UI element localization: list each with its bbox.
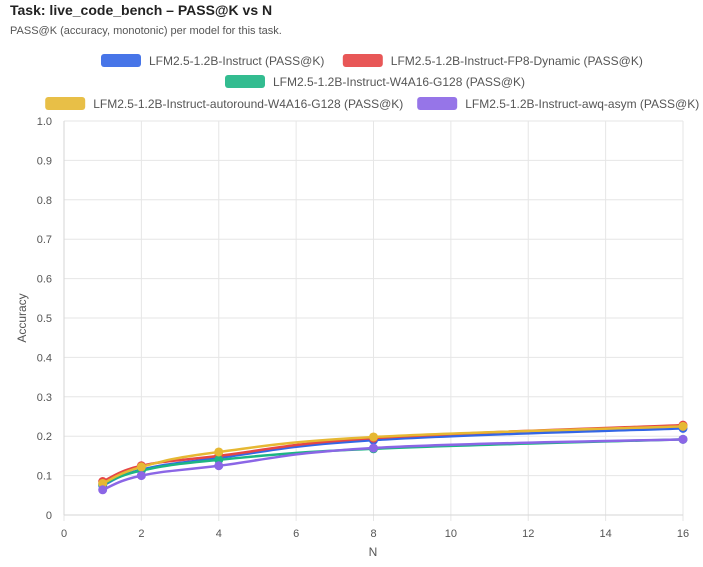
x-tick-label: 10 [445,528,457,540]
y-tick-label: 0.2 [37,431,52,443]
x-tick-label: 0 [61,528,67,540]
legend-label: LFM2.5-1.2B-Instruct-autoround-W4A16-G12… [93,97,403,111]
legend-label: LFM2.5-1.2B-Instruct (PASS@K) [149,54,324,68]
legend-label: LFM2.5-1.2B-Instruct-W4A16-G128 (PASS@K) [273,75,525,89]
x-tick-label: 4 [216,528,222,540]
series-line [102,425,684,485]
x-tick-label: 8 [370,528,376,540]
legend-label: LFM2.5-1.2B-Instruct-awq-asym (PASS@K) [465,97,699,111]
series-3 [98,421,688,488]
legend-item: LFM2.5-1.2B-Instruct (PASS@K) [101,54,324,68]
y-tick-label: 0.1 [37,471,52,483]
data-point [369,443,378,453]
y-tick-label: 0.3 [37,392,52,404]
chart-subtitle: PASS@K (accuracy, monotonic) per model f… [10,25,282,37]
y-axis-label: Accuracy [15,293,29,342]
y-tick-label: 0.7 [37,234,52,246]
legend-item: LFM2.5-1.2B-Instruct-awq-asym (PASS@K) [417,97,699,111]
legend: LFM2.5-1.2B-Instruct (PASS@K) LFM2.5-1.2B… [45,54,699,111]
series-4 [98,434,688,495]
y-tick-label: 0.9 [37,155,52,167]
legend-item: LFM2.5-1.2B-Instruct-autoround-W4A16-G12… [45,97,403,111]
y-tick-label: 0 [46,510,52,522]
legend-label: LFM2.5-1.2B-Instruct-FP8-Dynamic (PASS@K… [391,54,643,68]
data-point [214,447,224,457]
data-point [136,462,146,472]
chart-title: Task: live_code_bench – PASS@K vs N [10,2,273,18]
data-point [678,421,688,431]
y-axis-ticks: 0 0.1 0.2 0.3 0.4 0.5 0.6 0.7 0.8 0.9 1.0 [37,116,52,522]
series-group [98,420,688,495]
data-point [214,461,224,471]
y-tick-label: 0.5 [37,313,52,325]
legend-swatch [417,97,458,110]
grid [63,120,684,521]
y-tick-label: 1.0 [37,116,52,128]
legend-swatch [225,75,265,88]
legend-swatch [45,97,86,110]
data-point [98,485,108,495]
data-point [136,471,146,481]
legend-item: LFM2.5-1.2B-Instruct-W4A16-G128 (PASS@K) [225,75,525,89]
y-tick-label: 0.8 [37,195,52,207]
data-point [678,434,688,444]
series-line [102,438,684,491]
x-tick-label: 2 [138,528,144,540]
y-tick-label: 0.6 [37,274,52,286]
x-tick-label: 12 [522,528,534,540]
data-point [98,478,108,488]
legend-item: LFM2.5-1.2B-Instruct-FP8-Dynamic (PASS@K… [342,54,643,68]
x-tick-label: 6 [293,528,299,540]
data-point [369,432,378,442]
x-axis-label: N [369,545,378,559]
legend-swatch [342,54,383,67]
x-tick-label: 14 [600,528,612,540]
series-line [102,423,684,483]
x-axis-ticks: 0 2 4 6 8 10 12 14 16 [61,528,689,540]
legend-swatch [101,54,141,67]
x-tick-label: 16 [677,528,689,540]
y-tick-label: 0.4 [37,352,52,364]
